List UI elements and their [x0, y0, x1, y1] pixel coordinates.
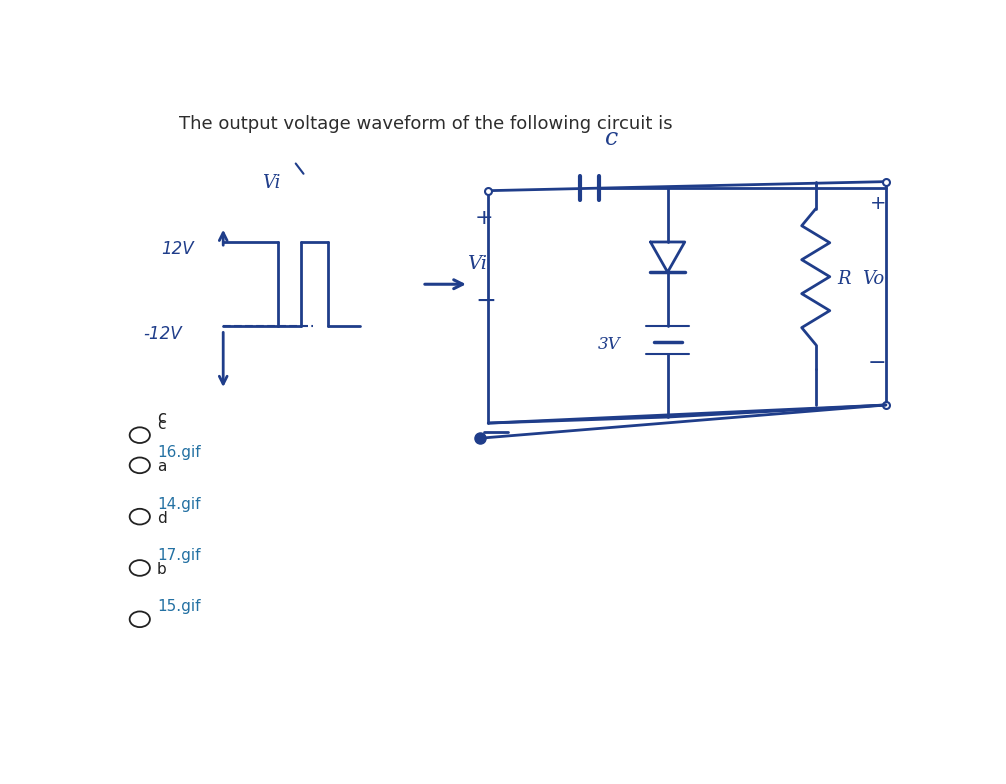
Text: Vi: Vi: [263, 173, 281, 191]
Text: Vi: Vi: [467, 255, 487, 273]
Text: b: b: [157, 562, 167, 577]
Text: Vo: Vo: [862, 270, 884, 289]
Text: 17.gif: 17.gif: [157, 548, 200, 563]
Text: R: R: [837, 270, 850, 289]
Text: The output voltage waveform of the following circuit is: The output voltage waveform of the follo…: [179, 115, 673, 133]
Text: d: d: [157, 510, 167, 526]
Text: c: c: [157, 417, 165, 432]
Text: c: c: [606, 127, 619, 151]
Text: −: −: [475, 289, 496, 314]
Text: -12V: -12V: [143, 325, 181, 343]
Text: a: a: [157, 459, 166, 474]
Text: 3V: 3V: [598, 336, 620, 353]
Text: +: +: [870, 194, 887, 212]
Text: c: c: [157, 409, 166, 427]
Text: −: −: [868, 353, 886, 372]
Text: +: +: [475, 208, 494, 228]
Text: 15.gif: 15.gif: [157, 600, 200, 615]
Text: 14.gif: 14.gif: [157, 497, 200, 512]
Text: 12V: 12V: [161, 240, 193, 258]
Text: 16.gif: 16.gif: [157, 445, 200, 460]
